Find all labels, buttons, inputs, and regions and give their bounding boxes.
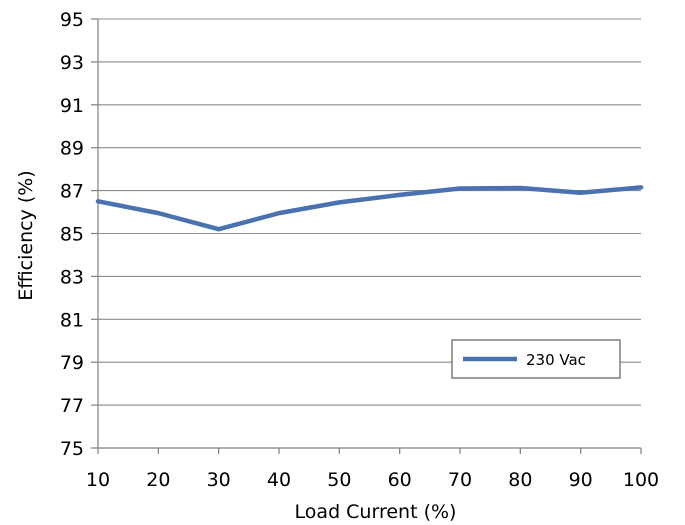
x-tick-label-40: 40 xyxy=(267,469,291,491)
x-tick-labels: 10 20 30 40 50 60 70 80 90 100 xyxy=(86,469,659,491)
grid-lines xyxy=(98,18,641,406)
y-tick-label-89: 89 xyxy=(60,138,84,160)
series-layer xyxy=(95,185,644,232)
y-tick-label-95: 95 xyxy=(60,9,84,31)
legend: 230 Vac xyxy=(451,339,621,379)
y-axis-title: Efficiency (%) xyxy=(15,170,37,300)
x-tick-label-30: 30 xyxy=(207,469,231,491)
x-tick-label-80: 80 xyxy=(508,469,532,491)
x-tick-label-60: 60 xyxy=(388,469,412,491)
y-tick-label-87: 87 xyxy=(60,181,84,203)
y-tick-label-79: 79 xyxy=(60,352,84,374)
x-tick-label-50: 50 xyxy=(327,469,351,491)
y-tick-label-85: 85 xyxy=(60,224,84,246)
x-tick-label-100: 100 xyxy=(623,469,659,491)
y-tick-label-77: 77 xyxy=(60,395,84,417)
tick-marks xyxy=(91,18,642,454)
y-tick-label-81: 81 xyxy=(60,309,84,331)
x-tick-label-90: 90 xyxy=(569,469,593,491)
series-line-0 xyxy=(95,185,644,232)
legend-label-230-vac: 230 Vac xyxy=(526,351,586,369)
x-tick-label-70: 70 xyxy=(448,469,472,491)
y-tick-label-93: 93 xyxy=(60,52,84,74)
y-tick-labels: 75 77 79 81 83 85 87 89 91 93 95 xyxy=(60,9,84,460)
y-tick-label-91: 91 xyxy=(60,95,84,117)
x-tick-label-10: 10 xyxy=(86,469,110,491)
y-tick-label-75: 75 xyxy=(60,438,84,460)
x-tick-label-20: 20 xyxy=(146,469,170,491)
y-tick-label-83: 83 xyxy=(60,266,84,288)
x-axis-title: Load Current (%) xyxy=(295,501,457,523)
